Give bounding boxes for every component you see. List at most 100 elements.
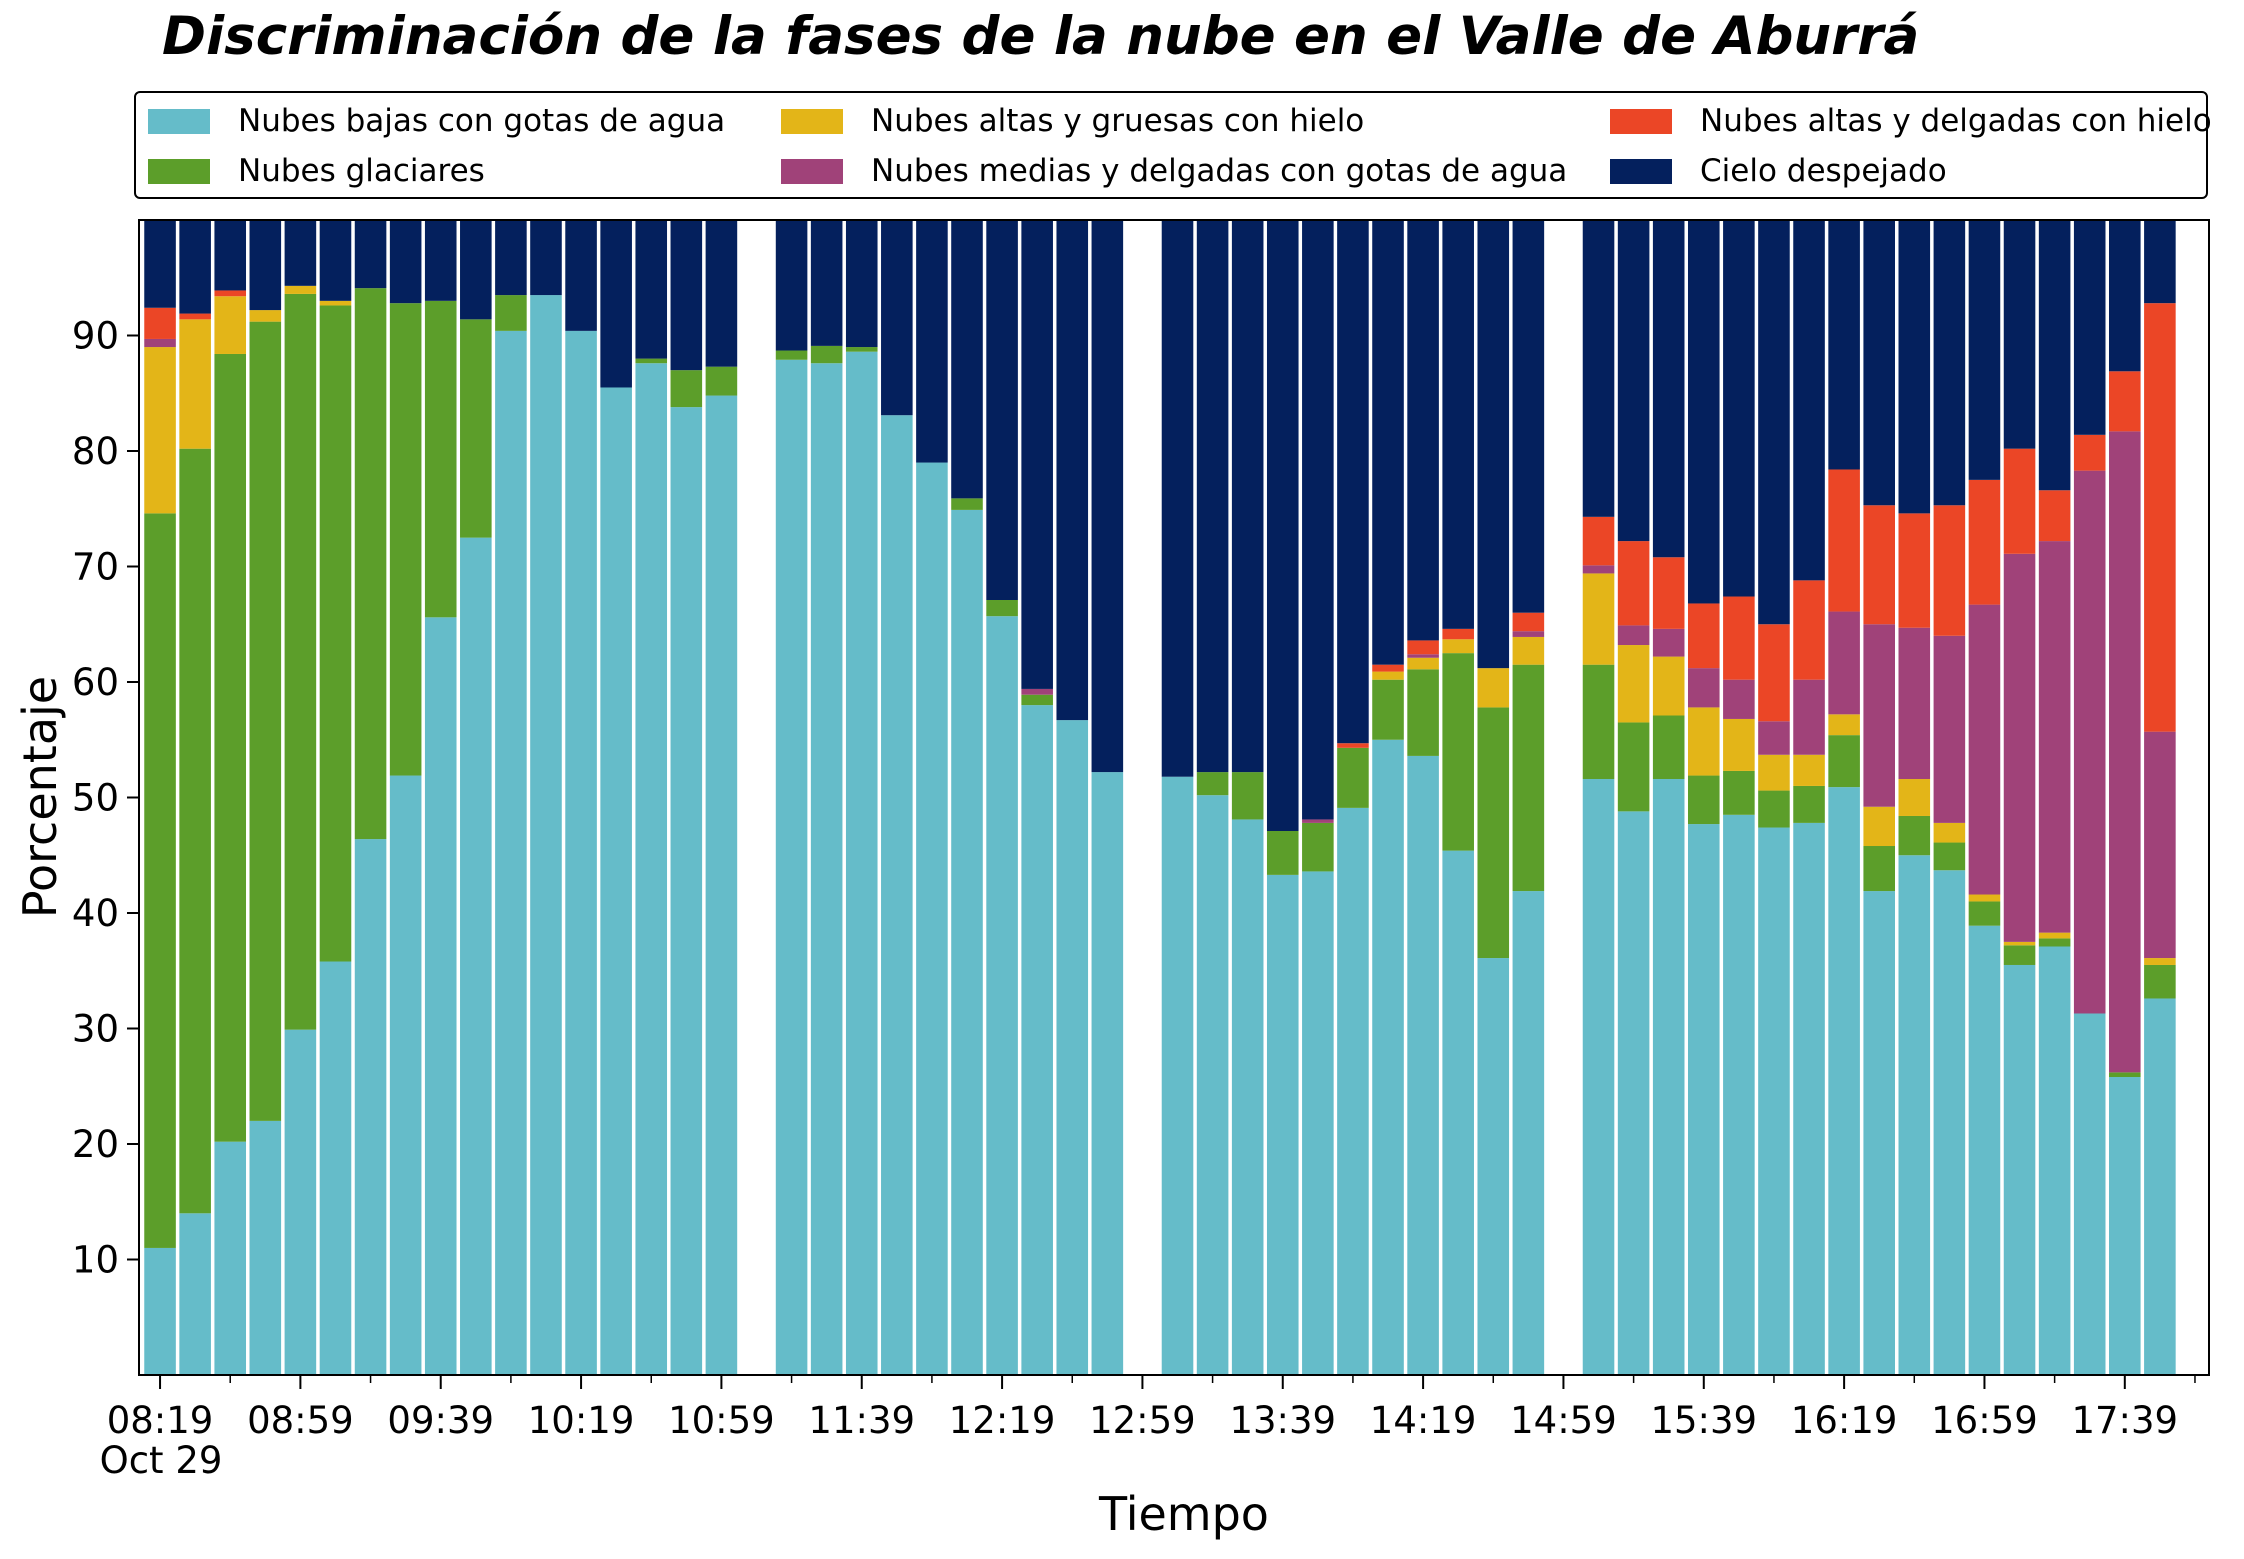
bar-segment-clear — [635, 220, 668, 359]
bar-segment-high-thick — [1828, 714, 1860, 736]
bar-segment-low — [460, 537, 492, 1376]
bar-segment-clear — [1617, 220, 1650, 542]
bar-segment-clear — [1582, 220, 1615, 517]
bar-segment-medium-thin — [2038, 541, 2071, 933]
bar-segment-glacier — [1021, 694, 1053, 706]
bar-segment-low — [1442, 850, 1474, 1375]
bar-segment-clear — [1758, 220, 1790, 625]
legend-item-high-thick: Nubes altas y gruesas con hielo — [781, 101, 1364, 141]
axes-layer: 10 20 30 40 50 60 70 80 90 08:19 08:59 09:39 10:19 10… — [72, 315, 2196, 1442]
bar-segment-medium-thin — [1021, 688, 1053, 695]
bar-segment-high-thin — [1617, 541, 1650, 626]
bar-segment-glacier — [249, 321, 282, 1121]
chart-title: Discriminación de la fases de la nube en… — [162, 6, 1920, 67]
bar-segment-glacier — [319, 305, 352, 962]
bar-segment-clear — [214, 220, 247, 291]
bar-segment-high-thick — [179, 319, 211, 449]
bar-segment-glacier — [775, 350, 808, 360]
y-tick-label: 50 — [72, 777, 119, 820]
y-tick-label: 30 — [72, 1008, 119, 1051]
bar-segment-low — [389, 775, 422, 1375]
bar-segment-clear — [1337, 220, 1369, 744]
bar-segment-high-thin — [2073, 434, 2106, 471]
bar-segment-clear — [424, 220, 457, 301]
bar-segment-low — [1477, 958, 1510, 1375]
bar-segment-clear — [1652, 220, 1685, 558]
bar-segment-high-thin — [1652, 557, 1685, 629]
legend-label: Cielo despejado — [1700, 153, 1947, 189]
bar-segment-high-thick — [284, 285, 317, 294]
legend-item-medium-thin: Nubes medias y delgadas con gotas de agu… — [781, 151, 1567, 191]
bar-segment-low — [530, 295, 562, 1376]
bar-segment-low — [179, 1213, 211, 1375]
bar-segment-glacier — [670, 370, 703, 408]
bar-segment-high-thick — [1968, 894, 2001, 902]
y-axis-label: Porcentaje — [13, 676, 67, 918]
bar-segment-low — [1407, 755, 1439, 1375]
bar-segment-low — [1021, 705, 1053, 1375]
bar-segment-glacier — [354, 288, 387, 840]
bar-segment-high-thin — [1407, 640, 1439, 655]
bar-segment-high-thick — [1477, 668, 1510, 708]
bar-segment-medium-thin — [1512, 631, 1545, 637]
bar-segment-low — [565, 330, 597, 1375]
bar-segment-clear — [775, 220, 808, 351]
bar-segment-low — [1617, 811, 1650, 1375]
bar-segment-low — [986, 616, 1018, 1375]
bar-segment-high-thin — [1758, 624, 1790, 722]
bar-segment-low — [1933, 870, 1966, 1375]
bar-segment-medium-thin — [1828, 611, 1860, 715]
bar-segment-high-thin — [1968, 479, 2001, 605]
bar-segment-clear — [881, 220, 913, 416]
bar-segment-low — [1758, 827, 1790, 1375]
bar-segment-clear — [1863, 220, 1895, 506]
bar-segment-glacier — [460, 319, 492, 538]
bar-segment-low — [2109, 1077, 2141, 1375]
bar-segment-clear — [1442, 220, 1474, 629]
bar-segment-glacier — [284, 293, 317, 1030]
bar-segment-high-thin — [1793, 580, 1825, 680]
bar-segment-clear — [354, 220, 387, 289]
bar-segment-clear — [460, 220, 492, 320]
bar-segment-glacier — [1723, 770, 1755, 815]
bar-segment-high-thin — [2003, 448, 2036, 554]
bar-segment-clear — [319, 220, 352, 301]
y-tick-label: 10 — [72, 1239, 119, 1282]
bar-segment-medium-thin — [1723, 679, 1755, 719]
bar-segment-clear — [600, 220, 632, 388]
x-tick-label: 08:59 — [247, 1399, 354, 1442]
bar-segment-high-thick — [1793, 754, 1825, 786]
bar-segment-glacier — [1337, 747, 1369, 808]
bar-segment-medium-thin — [1652, 628, 1685, 657]
bar-segment-glacier — [1898, 815, 1931, 856]
bar-segment-glacier — [1196, 772, 1229, 796]
bar-segment-clear — [1477, 220, 1510, 669]
bar-segment-glacier — [1687, 775, 1720, 825]
bar-segment-clear — [1793, 220, 1825, 581]
bar-segment-high-thin — [179, 313, 211, 320]
bar-segment-clear — [916, 220, 948, 463]
bar-segment-clear — [284, 220, 317, 286]
bar-segment-clear — [951, 220, 983, 499]
bar-segment-medium-thin — [1302, 819, 1334, 823]
bar-segment-medium-thin — [1863, 624, 1895, 807]
bar-segment-clear — [1687, 220, 1720, 604]
legend-label: Nubes bajas con gotas de agua — [238, 103, 726, 139]
bar-segment-medium-thin — [144, 338, 176, 348]
x-tick-label: 08:19 — [107, 1399, 214, 1442]
bar-segment-clear — [389, 220, 422, 304]
bar-segment-high-thick — [1407, 657, 1439, 670]
bar-segment-glacier — [845, 347, 878, 352]
x-tick-label: 10:19 — [528, 1399, 635, 1442]
bar-segment-low — [1056, 720, 1089, 1375]
bar-segment-high-thick — [2144, 958, 2176, 965]
bar-segment-glacier — [2003, 945, 2036, 965]
bar-segment-low — [1723, 814, 1755, 1375]
x-tick-label: 09:39 — [387, 1399, 494, 1442]
bar-segment-high-thin — [214, 290, 247, 297]
bar-segment-clear — [530, 220, 562, 296]
bar-segment-high-thick — [1512, 636, 1545, 665]
bar-segment-high-thin — [2109, 371, 2141, 432]
legend-swatch — [1610, 108, 1672, 134]
